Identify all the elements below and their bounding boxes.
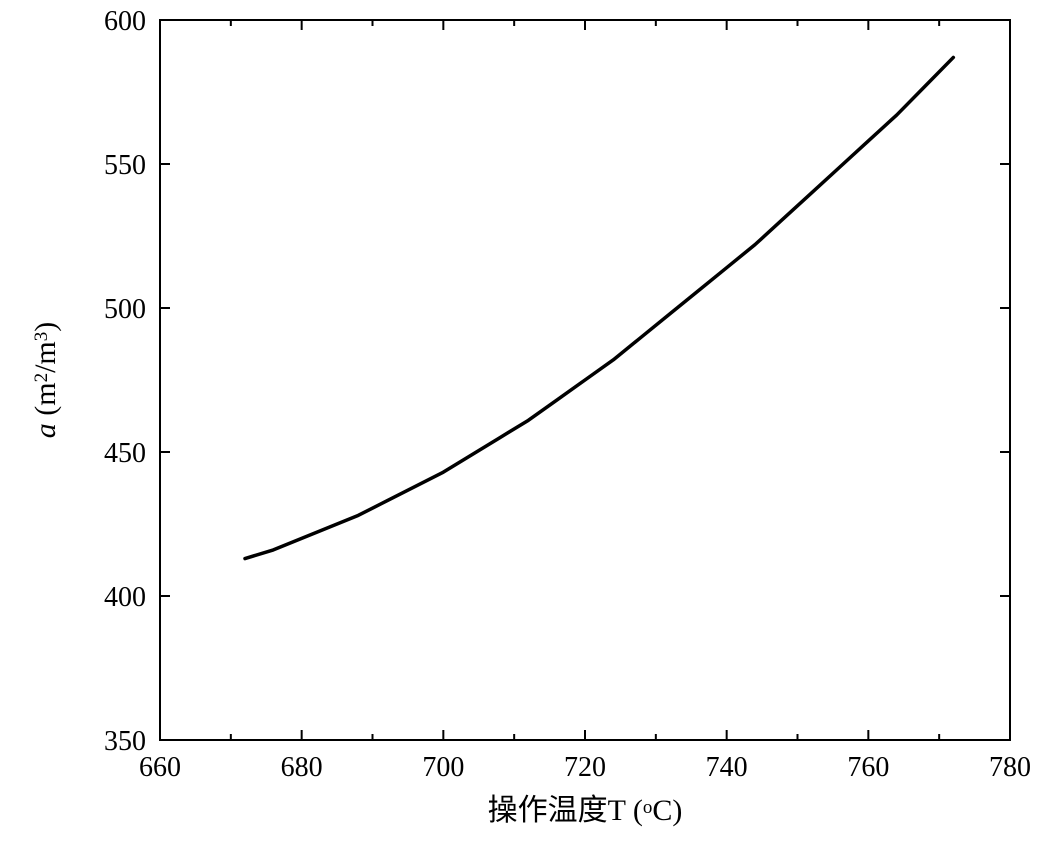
y-tick-label: 600 — [104, 6, 146, 37]
y-tick-label: 450 — [104, 438, 146, 469]
y-tick-label: 550 — [104, 150, 146, 181]
x-tick-label: 720 — [564, 752, 606, 783]
x-axis-label: 操作温度T (oC) — [488, 794, 683, 827]
line-chart: 660680700720740760780350400450500550600操… — [0, 0, 1054, 851]
x-tick-label: 740 — [706, 752, 748, 783]
x-tick-label: 680 — [281, 752, 323, 783]
y-tick-label: 350 — [104, 726, 146, 757]
x-tick-label: 700 — [422, 752, 464, 783]
x-tick-label: 760 — [847, 752, 889, 783]
y-tick-label: 500 — [104, 294, 146, 325]
chart-container: 660680700720740760780350400450500550600操… — [0, 0, 1054, 851]
x-tick-label: 780 — [989, 752, 1031, 783]
y-tick-label: 400 — [104, 582, 146, 613]
